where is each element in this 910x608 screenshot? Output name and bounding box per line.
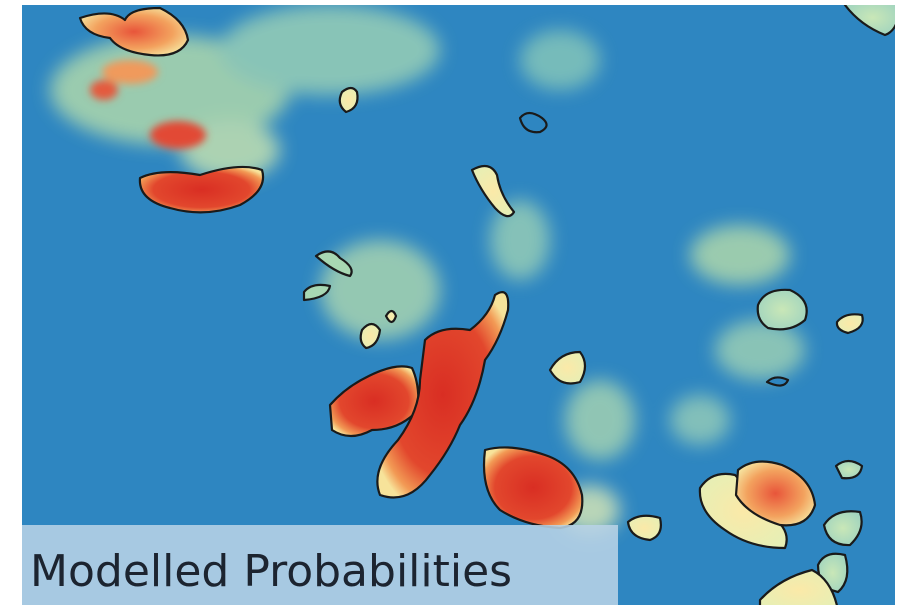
- area: [836, 461, 862, 478]
- page: {"label": "Modelled Probabilities"}: [0, 0, 910, 608]
- area: [767, 377, 788, 385]
- probability-map: Modelled Probabilities: [0, 0, 910, 608]
- map-label: Modelled Probabilities: [30, 546, 512, 597]
- area: [758, 290, 807, 330]
- area: [386, 311, 396, 322]
- map-frame: Modelled Probabilities: [22, 0, 900, 608]
